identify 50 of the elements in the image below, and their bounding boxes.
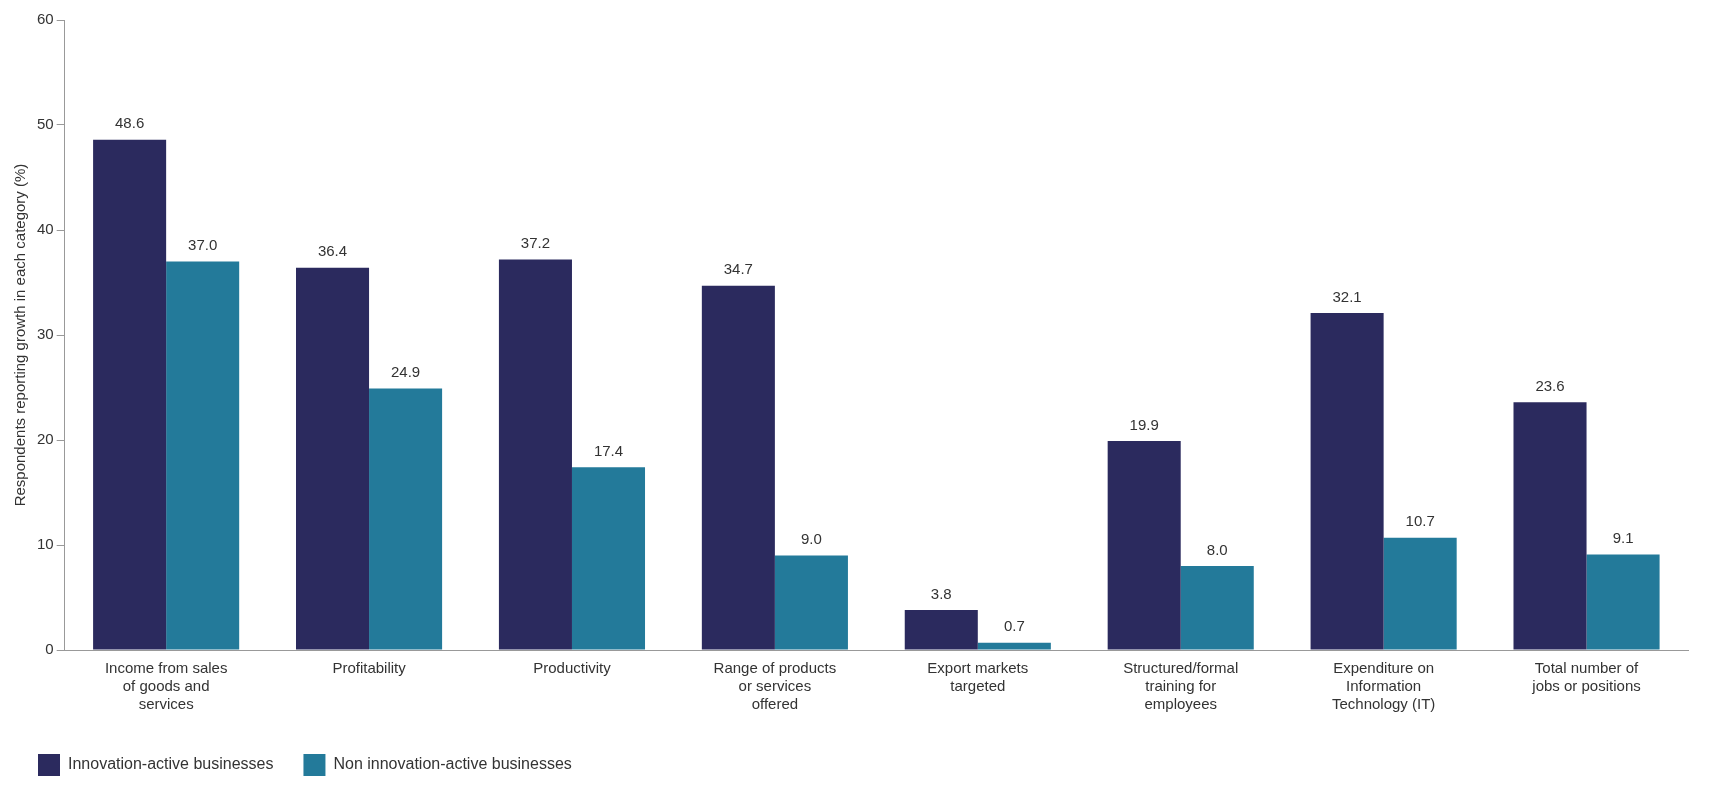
y-tick-label: 40 [37, 220, 54, 238]
data-label: 24.9 [390, 363, 421, 381]
x-tick-label: Expenditure on Information Technology (IT) [1331, 659, 1436, 713]
data-label: 37.2 [520, 234, 551, 252]
bar [296, 267, 370, 650]
bar [1180, 566, 1254, 650]
y-tick-label: 0 [45, 640, 54, 658]
bar [571, 467, 646, 650]
x-tick-label: Productivity [533, 659, 612, 677]
data-label: 48.6 [115, 114, 145, 132]
bar [369, 388, 443, 650]
y-tick-label: 10 [37, 535, 54, 553]
bar [1310, 312, 1384, 650]
data-label: 34.7 [723, 260, 753, 278]
bar [1383, 537, 1457, 650]
y-tick-label: 50 [37, 115, 54, 133]
data-label: 3.8 [930, 584, 952, 602]
data-label: 32.1 [1332, 287, 1362, 305]
data-label: 0.7 [1003, 617, 1025, 635]
x-tick-label: Total number of jobs or positions [1531, 659, 1641, 695]
data-label: 8.0 [1206, 540, 1228, 558]
bar [701, 285, 775, 650]
y-tick-label: 30 [37, 325, 54, 343]
bar [166, 261, 240, 650]
bar [1586, 554, 1660, 650]
bar [498, 259, 572, 650]
legend-label: Innovation-active businesses [68, 755, 274, 773]
bar [977, 642, 1051, 650]
bar [904, 610, 978, 650]
x-tick-label: Income from sales of goods and services [104, 659, 228, 713]
data-label: 37.0 [188, 236, 218, 254]
bar [1513, 402, 1587, 650]
y-axis-title: Respondents reporting growth in each category (%) [11, 163, 29, 507]
data-label: 10.7 [1405, 512, 1435, 530]
x-tick-label: Export markets targeted [927, 659, 1029, 695]
x-tick-label: Structured/formal training for employees [1123, 659, 1239, 713]
data-label: 9.0 [800, 530, 822, 548]
data-label: 17.4 [593, 441, 624, 459]
y-tick-label: 60 [37, 10, 54, 28]
x-tick-label: Range of products or services offered [713, 659, 837, 713]
bar [93, 139, 167, 650]
data-label: 19.9 [1129, 415, 1159, 433]
legend-label: Non innovation-active businesses [333, 755, 572, 773]
data-label: 36.4 [317, 242, 348, 260]
bar [774, 555, 848, 650]
data-label: 9.1 [1612, 529, 1634, 547]
x-tick-label: Profitability [332, 659, 407, 677]
bar [1107, 441, 1181, 650]
y-tick-label: 20 [37, 430, 54, 448]
data-label: 23.6 [1535, 376, 1565, 394]
